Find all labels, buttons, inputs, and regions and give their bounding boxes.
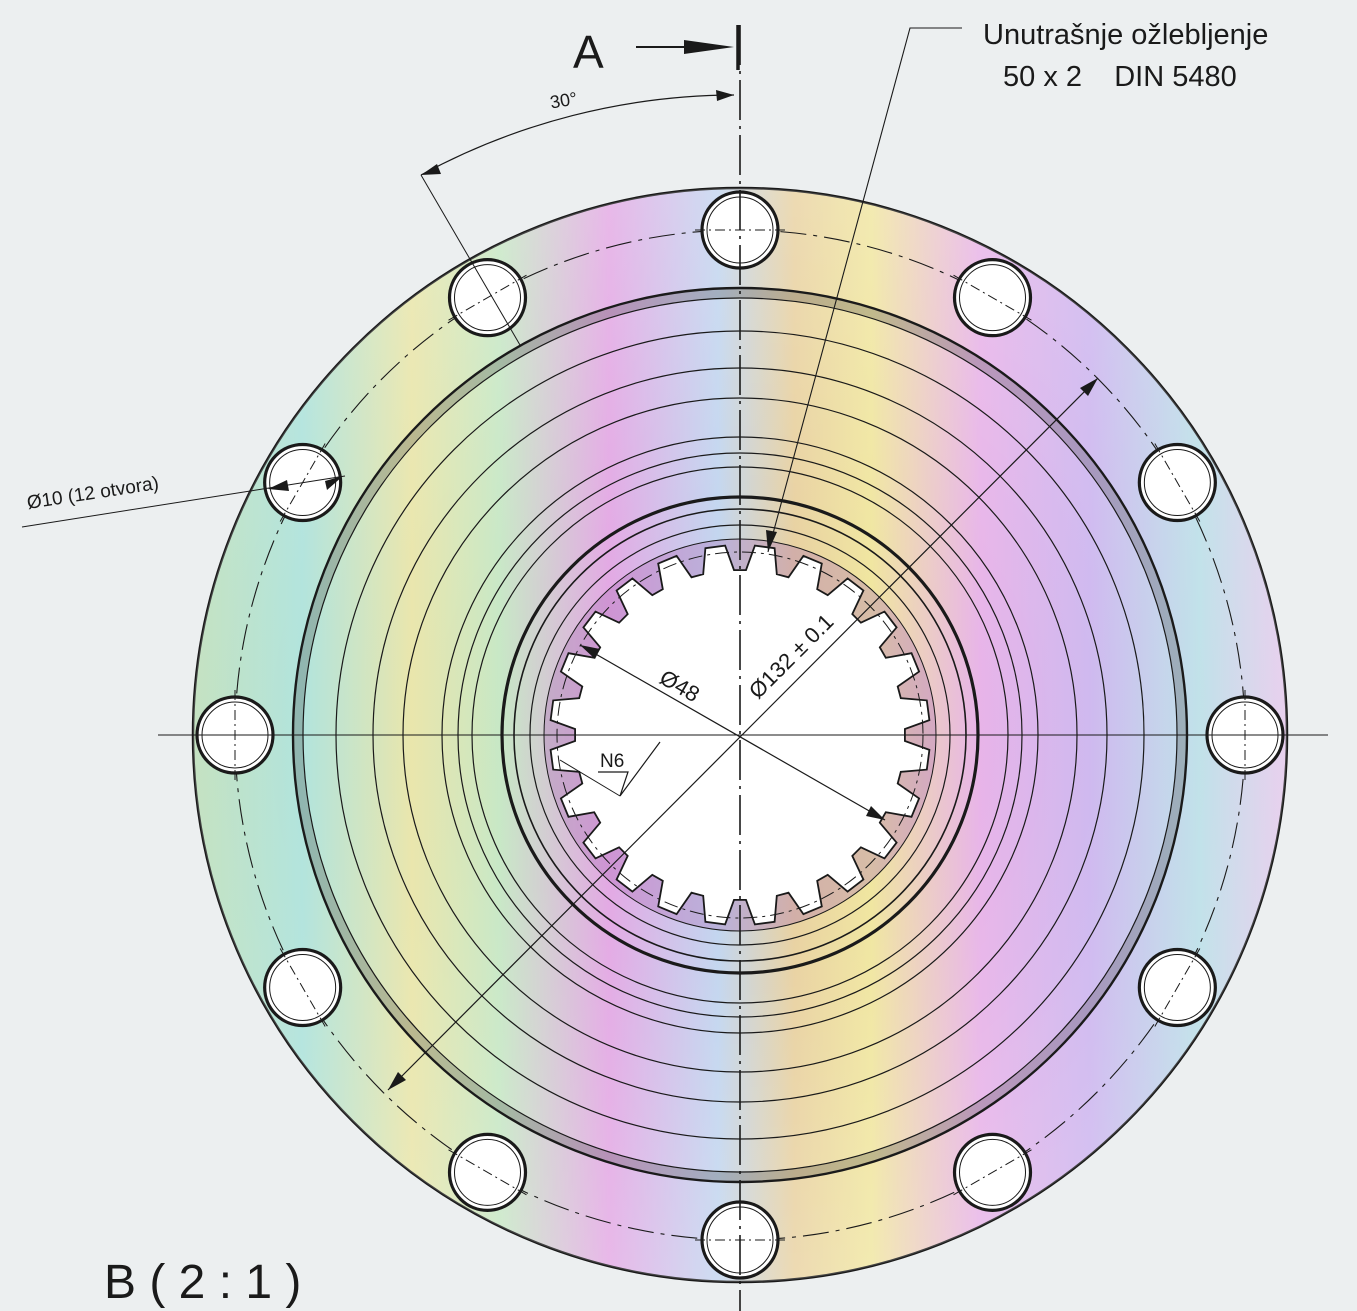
- bolt-hole-inner: [454, 264, 521, 332]
- bolt-hole-inner: [959, 264, 1026, 332]
- bolt-hole-12: [447, 258, 528, 338]
- bolt-hole-2: [952, 258, 1033, 338]
- bolt-hole-centerline: [1154, 443, 1201, 522]
- spline-callout: Unutrašnje ožlebljenje 50 x 2 DIN 5480: [766, 19, 1268, 553]
- angle-dimension: 30°: [420, 88, 735, 346]
- callout-line-2: 50 x 2 DIN 5480: [1003, 61, 1237, 93]
- surface-finish-symbol: N6: [559, 741, 661, 797]
- bolt-hole-centerline: [1154, 948, 1201, 1027]
- bolt-hole-6: [952, 1132, 1033, 1212]
- centerlines: [158, 25, 1328, 1311]
- bolt-hole-inner: [959, 1138, 1026, 1206]
- bolt-hole-centerline: [448, 1149, 527, 1196]
- bolt-hole-inner: [269, 449, 337, 516]
- view-label: B ( 2 : 1 ): [104, 1256, 301, 1309]
- bolt-hole-centerline: [279, 948, 326, 1027]
- bolt-hole-9: [263, 947, 343, 1028]
- bolt-hole-centerline: [953, 1149, 1032, 1196]
- section-letter: A: [573, 26, 604, 78]
- callout-line-1: Unutrašnje ožlebljenje: [983, 19, 1268, 51]
- bolt-hole-centerline: [448, 274, 527, 321]
- surface-finish-label: N6: [600, 751, 624, 772]
- section-arrow: A: [573, 26, 734, 78]
- hole-label: Ø10 (12 otvora): [26, 473, 161, 514]
- bolt-hole-8: [447, 1132, 528, 1212]
- bolt-hole-inner: [269, 954, 337, 1021]
- angle-label: 30°: [549, 88, 579, 112]
- bolt-hole-inner: [1143, 954, 1211, 1021]
- bolt-hole-3: [1137, 442, 1217, 523]
- bolt-hole-inner: [454, 1138, 521, 1206]
- bolt-hole-centerline: [953, 274, 1032, 321]
- bolt-hole-inner: [1143, 449, 1211, 516]
- bolt-hole-5: [1137, 947, 1217, 1028]
